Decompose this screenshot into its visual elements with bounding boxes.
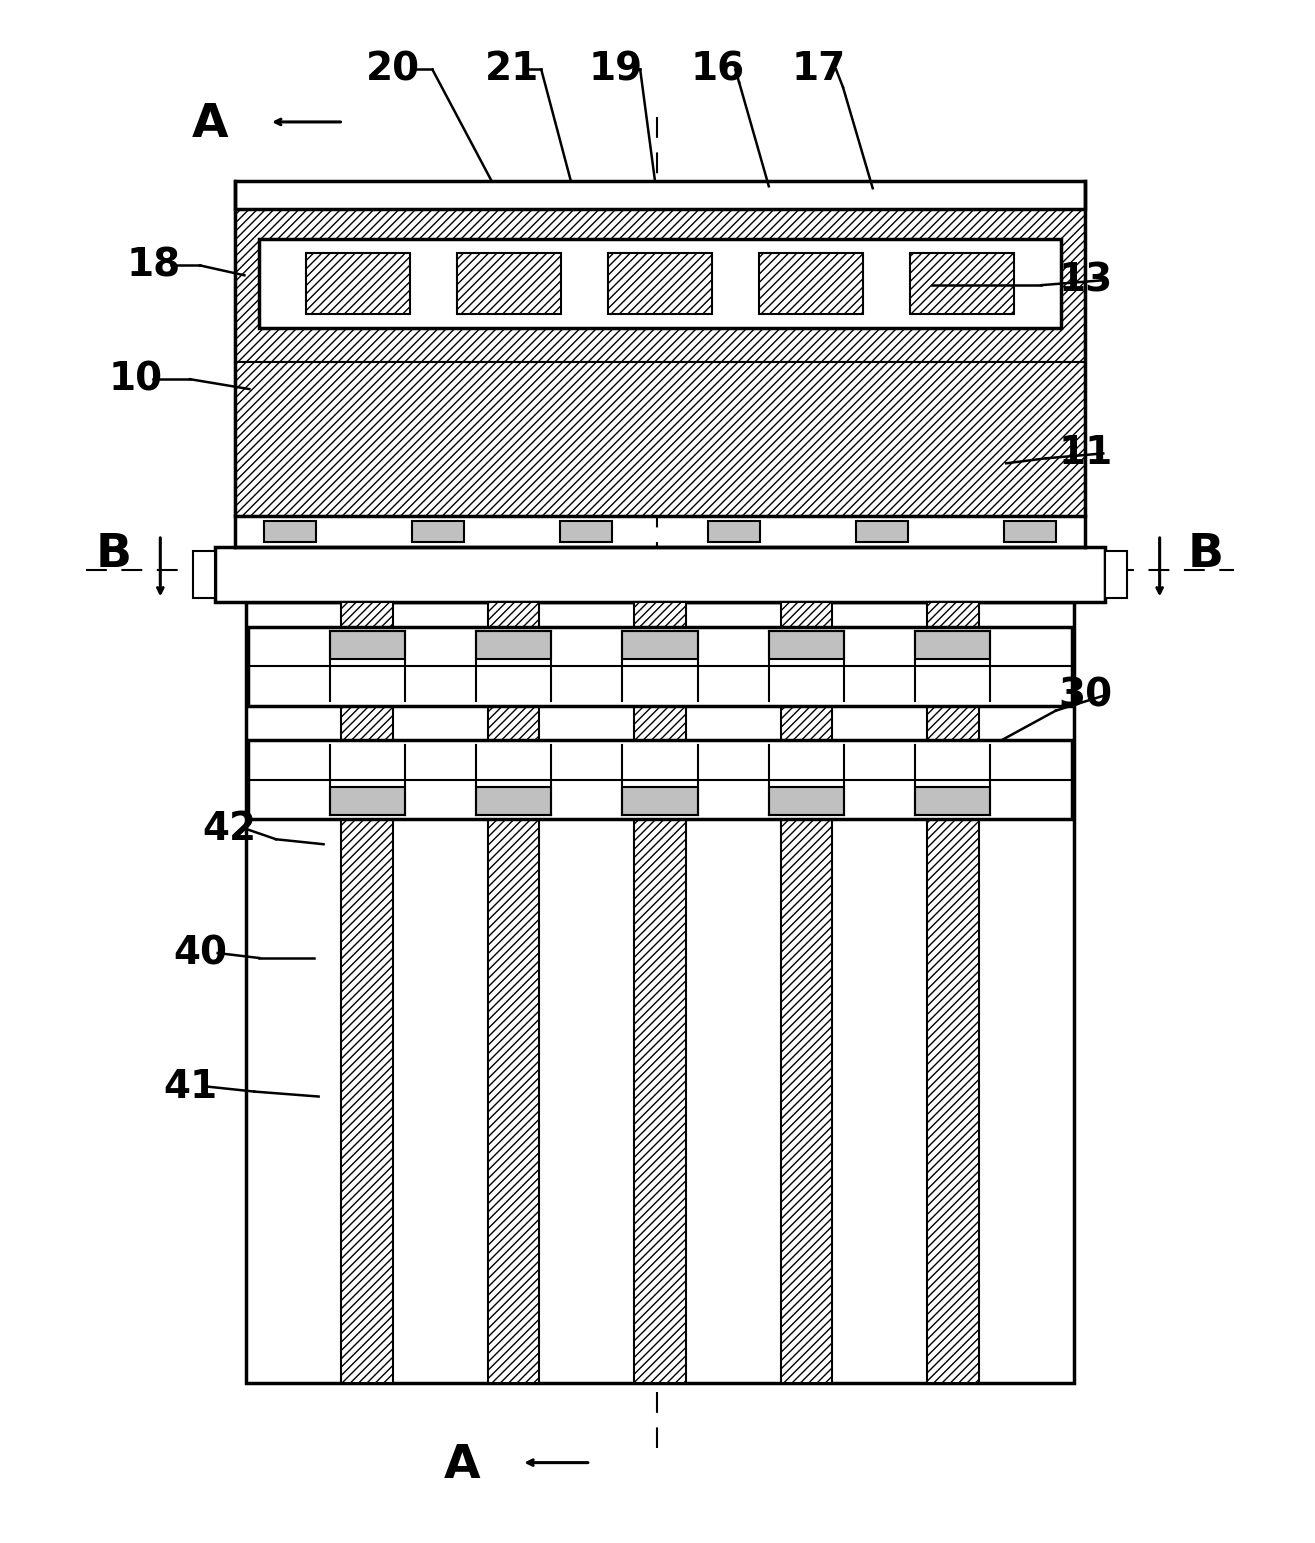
Bar <box>458 253 562 313</box>
Bar <box>622 787 697 815</box>
Text: 17: 17 <box>792 51 846 88</box>
Bar <box>759 253 863 313</box>
Text: 11: 11 <box>1059 435 1112 472</box>
Bar <box>249 626 1072 705</box>
Bar <box>781 602 832 1384</box>
Bar <box>1105 551 1127 597</box>
Bar <box>476 631 551 659</box>
Text: 41: 41 <box>163 1068 217 1106</box>
Bar <box>769 787 844 815</box>
Bar <box>234 208 1085 363</box>
Bar <box>193 551 214 597</box>
Bar <box>246 602 1073 1384</box>
Bar <box>634 602 685 1384</box>
Bar <box>476 787 551 815</box>
Bar <box>1005 520 1056 543</box>
Bar <box>915 787 990 815</box>
Bar <box>342 602 393 1384</box>
Bar <box>622 631 697 659</box>
Text: 42: 42 <box>203 810 256 849</box>
Text: 40: 40 <box>172 934 227 972</box>
Text: 16: 16 <box>690 51 744 88</box>
Bar <box>306 253 410 313</box>
Text: A: A <box>443 1443 480 1487</box>
Text: 21: 21 <box>484 51 539 88</box>
Bar <box>249 741 1072 819</box>
Text: 13: 13 <box>1059 261 1112 299</box>
Bar <box>910 253 1014 313</box>
Bar <box>560 520 611 543</box>
Bar <box>927 602 978 1384</box>
Text: 30: 30 <box>1059 677 1112 714</box>
Bar <box>214 548 1105 602</box>
Bar <box>412 520 464 543</box>
Bar <box>234 363 1085 515</box>
Bar <box>234 181 1085 208</box>
Bar <box>330 787 405 815</box>
Bar <box>330 631 405 659</box>
Text: 10: 10 <box>109 360 163 398</box>
Bar <box>769 631 844 659</box>
Text: B: B <box>1187 532 1224 577</box>
Text: 20: 20 <box>366 51 419 88</box>
Bar <box>264 520 316 543</box>
Bar <box>259 239 1061 327</box>
Text: 18: 18 <box>126 247 180 284</box>
Bar <box>488 602 539 1384</box>
Bar <box>915 631 990 659</box>
Text: 19: 19 <box>588 51 643 88</box>
Text: B: B <box>96 532 132 577</box>
Text: A: A <box>192 102 227 148</box>
Bar <box>709 520 760 543</box>
Bar <box>608 253 711 313</box>
Bar <box>856 520 907 543</box>
